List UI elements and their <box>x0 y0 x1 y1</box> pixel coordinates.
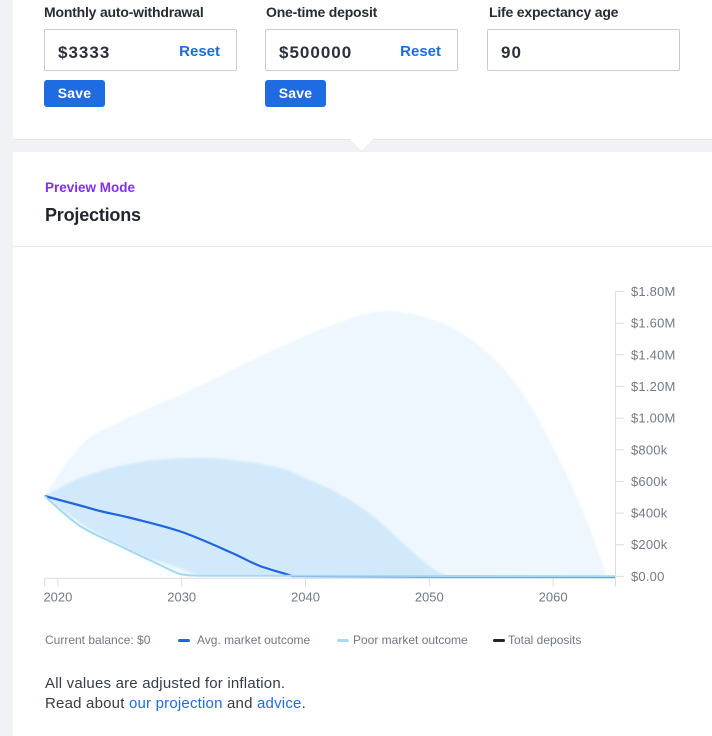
svg-text:$200k: $200k <box>631 537 668 552</box>
svg-text:2060: 2060 <box>539 590 568 605</box>
svg-text:$400k: $400k <box>631 506 668 521</box>
svg-text:$800k: $800k <box>631 442 668 457</box>
svg-text:$600k: $600k <box>631 474 668 489</box>
svg-text:$1.60M: $1.60M <box>631 316 676 331</box>
svg-text:$0.00: $0.00 <box>631 569 665 584</box>
svg-text:2050: 2050 <box>415 590 444 605</box>
svg-text:$1.40M: $1.40M <box>631 347 676 362</box>
svg-text:$1.00M: $1.00M <box>631 411 676 426</box>
svg-text:2020: 2020 <box>43 590 72 605</box>
svg-text:$1.80M: $1.80M <box>631 284 676 299</box>
svg-text:2040: 2040 <box>291 590 320 605</box>
svg-text:$1.20M: $1.20M <box>631 379 676 394</box>
svg-text:2030: 2030 <box>167 590 196 605</box>
